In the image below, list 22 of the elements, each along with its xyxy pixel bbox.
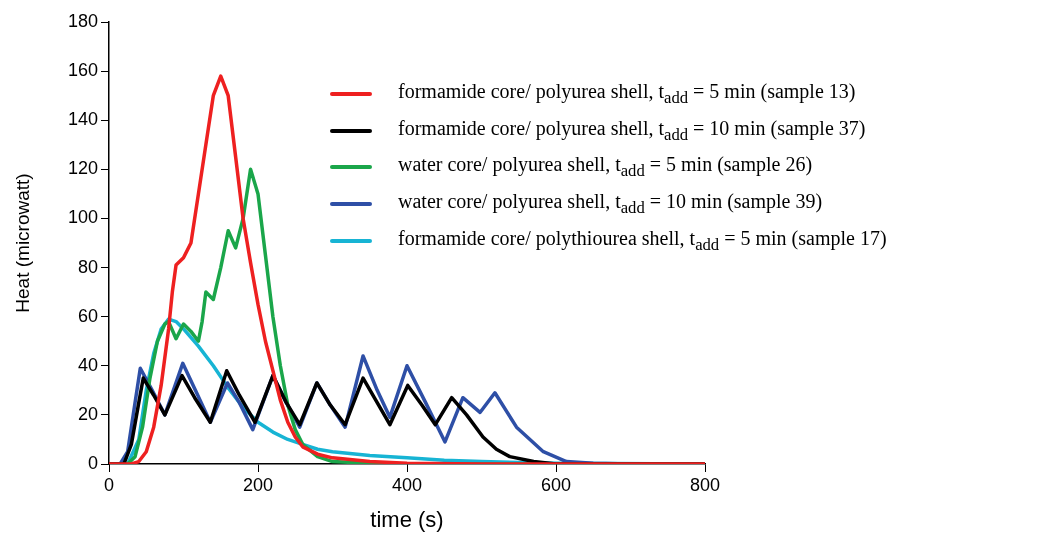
legend-label: formamide core/ polyurea shell, t$_{add}$ = 5 min (sample 13) [398,80,856,109]
y-tick-label: 180 [67,10,98,31]
x-tick-label: 800 [689,474,721,495]
y-tick-label: 0 [87,452,98,473]
y-tick-label: 140 [67,109,98,130]
y-tick-label: 120 [67,158,98,179]
x-tick-label: 200 [242,474,274,495]
y-tick-label: 100 [67,207,98,228]
y-tick-label: 80 [77,256,98,277]
y-tick-label: 60 [77,305,98,326]
x-tick-label: 400 [391,474,423,495]
x-tick-label: 600 [540,474,572,495]
x-tick-label: 0 [103,474,115,495]
y-tick-label: 20 [77,403,98,424]
legend-label: water core/ polyurea shell, t$_{add}$ = 10 min (sample 39) [398,190,823,219]
legend-label: water core/ polyurea shell, t$_{add}$ = 5 min (sample 26) [398,153,813,182]
legend-label: formamide core/ polyurea shell, t$_{add}$ = 10 min (sample 37) [398,116,866,145]
y-tick-label: 40 [77,354,98,375]
y-tick-label: 160 [67,60,98,81]
x-axis-title: time (s) [370,506,444,532]
legend-label: formamide core/ polythiourea shell, t$_{add}$ = 5 min (sample 17) [398,226,887,255]
y-axis-title: Heat (microwatt) [11,173,33,313]
